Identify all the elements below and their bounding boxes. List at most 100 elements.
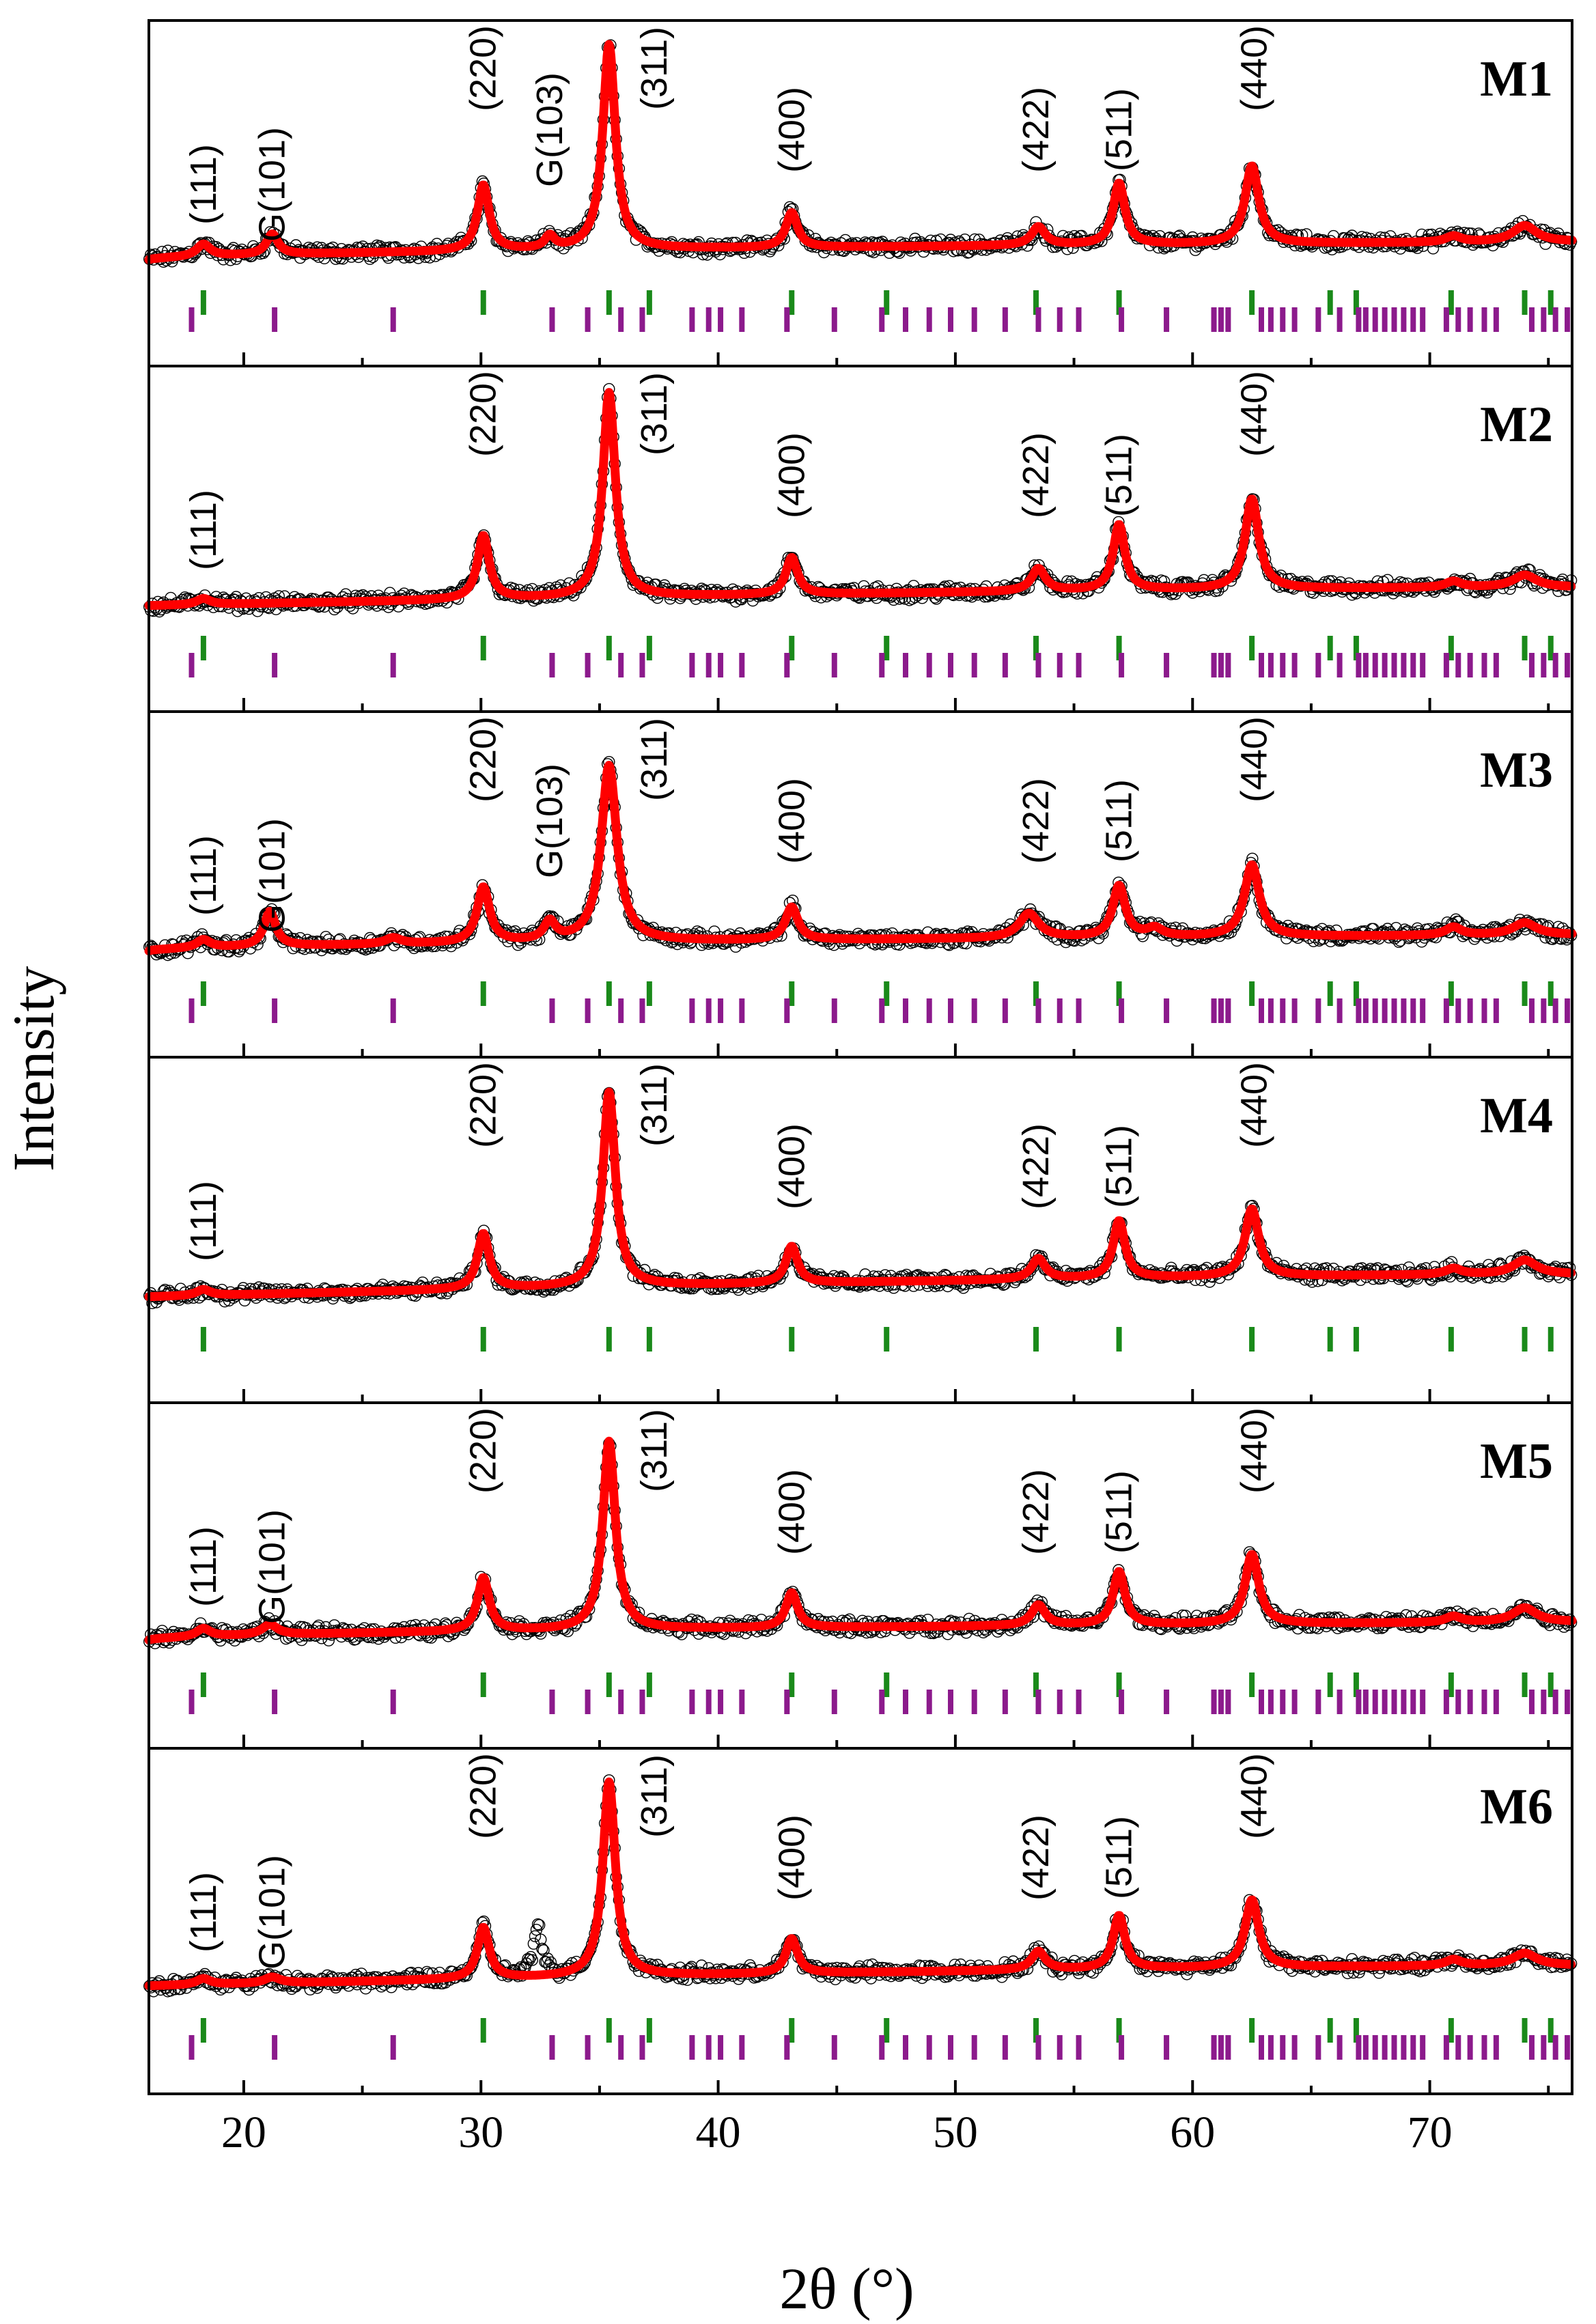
phase2-tick [971,307,977,332]
phase1-tick [1522,290,1528,315]
phase2-tick [1528,307,1535,332]
phase2-tick [831,998,837,1023]
phase2-tick [618,307,624,332]
peak-label: (400) [771,87,812,173]
phase2-tick [718,998,724,1023]
phase1-tick [200,1327,206,1352]
phase1-tick [1522,636,1528,660]
phase1-tick [1327,636,1333,660]
phase2-tick [639,307,645,332]
phase1-tick [1249,636,1255,660]
phase2-tick [1218,653,1224,677]
phase1-tick [200,636,206,660]
phase2-tick [1076,653,1082,677]
peak-label: (422) [1016,432,1056,518]
peak-label: (440) [1234,25,1275,111]
phase2-tick [1258,998,1264,1023]
fit-curve [144,40,1577,264]
phase2-tick [1541,653,1547,677]
phase1-tick [884,290,890,315]
phase1-tick [789,981,795,1006]
phase1-tick [606,636,612,660]
peak-label: (440) [1234,371,1275,457]
phase2-tick [1315,998,1321,1023]
phase2-tick [902,653,908,677]
phase2-tick [1258,307,1264,332]
phase2-tick [1565,307,1571,332]
peak-label: (111) [183,835,224,916]
phase2-tick [1391,307,1397,332]
phase1-tick [606,1327,612,1352]
phase2-tick [1443,307,1449,332]
panel-m2: (111)(220) (311)(400) (422) (511)(440) M2 [143,365,1578,713]
phase2-tick [879,998,885,1023]
peak-label: (400) [771,1123,812,1209]
phase2-tick [1164,653,1170,677]
phase2-tick [718,307,724,332]
phase2-tick [1225,998,1231,1023]
phase2-tick [1493,998,1499,1023]
phase2-tick [1362,998,1369,1023]
phase1-tick [884,981,890,1006]
phase2-tick [1211,307,1217,332]
phase2-tick [1336,653,1343,677]
phase1-tick [606,981,612,1006]
phase2-tick [272,998,278,1023]
phase1-tick [646,290,652,315]
phase2-tick [1211,653,1217,677]
phase2-tick [1493,653,1499,677]
phase2-tick [1218,998,1224,1023]
phase2-tick [1455,998,1461,1023]
peak-label: G(103) [529,72,570,187]
phase1-tick [1522,1327,1528,1352]
phase2-tick [1382,653,1388,677]
phase2-tick [1401,653,1407,677]
phase2-tick [1268,307,1274,332]
phase2-tick [188,307,195,332]
phase1-tick [1249,290,1255,315]
phase2-tick [549,998,555,1023]
phase2-tick [272,653,278,677]
peak-label: G(103) [529,764,570,878]
phase2-tick [1056,653,1063,677]
panel-label: M2 [1480,397,1553,453]
phase2-tick [1268,653,1274,677]
peak-label: (422) [1016,778,1056,864]
phase1-tick [1116,1327,1122,1352]
phase2-tick [1002,653,1008,677]
phase2-tick [390,998,396,1023]
phase1-tick [884,636,890,660]
panel-label: M1 [1480,51,1553,107]
phase2-tick [1336,307,1343,332]
phase2-tick [1268,998,1274,1023]
phase2-tick [1258,653,1264,677]
phase2-tick [1315,653,1321,677]
phase2-tick [549,307,555,332]
phase2-tick [971,998,977,1023]
phase2-tick [618,998,624,1023]
phase2-tick [1410,998,1416,1023]
phase2-tick [1481,653,1487,677]
phase2-tick [1372,307,1378,332]
panel-m1: (111) G(101)(220)G(103)(311)(400) (422) (51… [143,19,1578,367]
peak-label: (111) [183,144,224,225]
phase1-tick [884,1327,890,1352]
phase2-tick [1280,653,1286,677]
phase2-tick [705,307,712,332]
peak-label: (220) [463,25,504,111]
peak-label: (111) [183,1181,224,1261]
phase1-tick [1548,290,1554,315]
phase1-tick [606,290,612,315]
peak-label: G(101) [252,127,293,242]
phase2-tick [1356,307,1362,332]
phase2-tick [947,307,953,332]
peak-label: (220) [463,371,504,457]
phase2-tick [1528,653,1535,677]
phase2-tick [879,653,885,677]
phase2-tick [1481,307,1487,332]
peak-label: (220) [463,716,504,802]
peak-label: (311) [634,718,675,801]
phase2-tick [1336,998,1343,1023]
phase2-tick [1467,307,1473,332]
